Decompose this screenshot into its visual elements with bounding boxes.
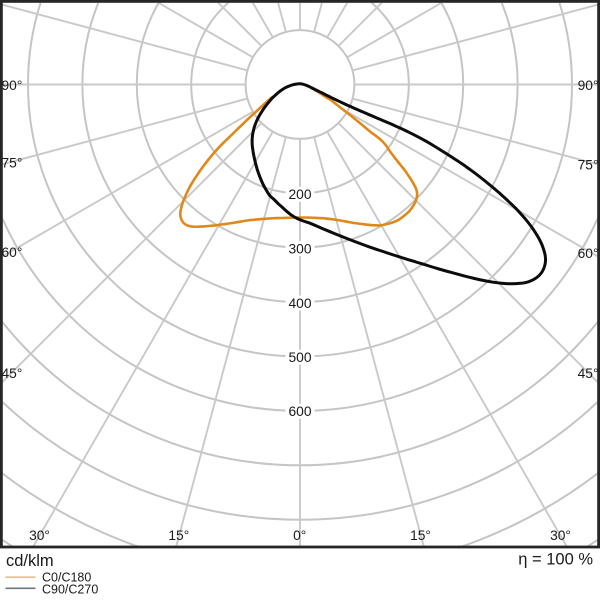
- svg-text:200: 200: [288, 187, 311, 202]
- svg-text:75°: 75°: [2, 155, 23, 170]
- svg-text:60°: 60°: [2, 245, 23, 260]
- svg-text:300: 300: [288, 242, 311, 257]
- svg-text:600: 600: [288, 404, 311, 419]
- svg-text:75°: 75°: [578, 157, 599, 172]
- svg-text:0°: 0°: [293, 528, 306, 543]
- svg-text:15°: 15°: [410, 528, 431, 543]
- svg-text:C90/C270: C90/C270: [42, 583, 98, 597]
- svg-text:η = 100 %: η = 100 %: [518, 551, 593, 569]
- svg-text:15°: 15°: [168, 528, 189, 543]
- svg-text:400: 400: [288, 296, 311, 311]
- svg-text:60°: 60°: [578, 246, 599, 261]
- svg-text:90°: 90°: [2, 78, 23, 93]
- svg-text:30°: 30°: [550, 528, 571, 543]
- svg-text:45°: 45°: [2, 366, 23, 381]
- svg-text:45°: 45°: [578, 366, 599, 381]
- svg-text:30°: 30°: [29, 528, 50, 543]
- svg-text:90°: 90°: [578, 78, 599, 93]
- svg-text:cd/klm: cd/klm: [6, 552, 54, 570]
- svg-text:500: 500: [288, 350, 311, 365]
